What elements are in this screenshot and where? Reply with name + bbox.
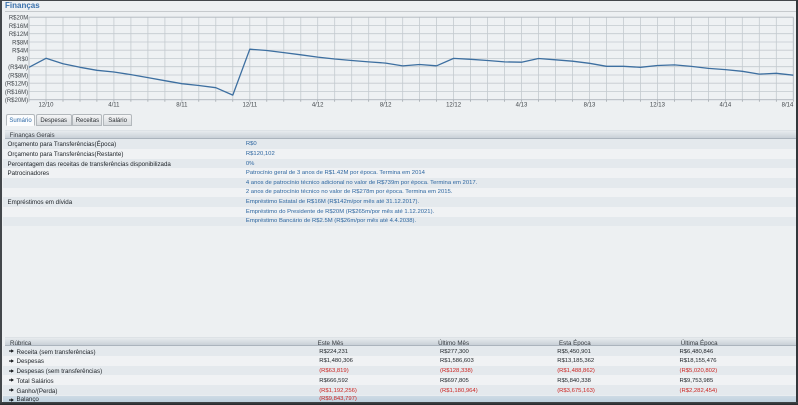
svg-text:(R$8M): (R$8M) <box>8 73 28 79</box>
svg-text:8/13: 8/13 <box>584 103 596 109</box>
svg-text:(R$4M): (R$4M) <box>8 65 28 71</box>
svg-text:8/14: 8/14 <box>782 103 794 109</box>
svg-text:4/13: 4/13 <box>516 103 528 109</box>
svg-text:R$16M: R$16M <box>9 24 28 30</box>
svg-text:4/14: 4/14 <box>720 103 732 109</box>
svg-text:8/12: 8/12 <box>380 103 392 109</box>
svg-text:R$4M: R$4M <box>12 49 28 55</box>
svg-text:R$20M: R$20M <box>9 16 28 22</box>
svg-text:4/12: 4/12 <box>312 103 324 109</box>
svg-text:R$12M: R$12M <box>9 32 28 38</box>
svg-text:(R$16M): (R$16M) <box>5 90 28 96</box>
svg-text:(R$20M): (R$20M) <box>5 98 28 104</box>
svg-text:12/13: 12/13 <box>650 103 666 109</box>
svg-text:12/10: 12/10 <box>38 103 54 109</box>
svg-text:(R$12M): (R$12M) <box>5 82 28 88</box>
svg-text:12/11: 12/11 <box>243 103 258 109</box>
svg-text:4/11: 4/11 <box>108 103 120 109</box>
svg-text:R$8M: R$8M <box>12 40 28 46</box>
svg-text:8/11: 8/11 <box>176 103 188 109</box>
svg-text:12/12: 12/12 <box>446 103 462 109</box>
svg-text:R$0: R$0 <box>17 57 29 63</box>
